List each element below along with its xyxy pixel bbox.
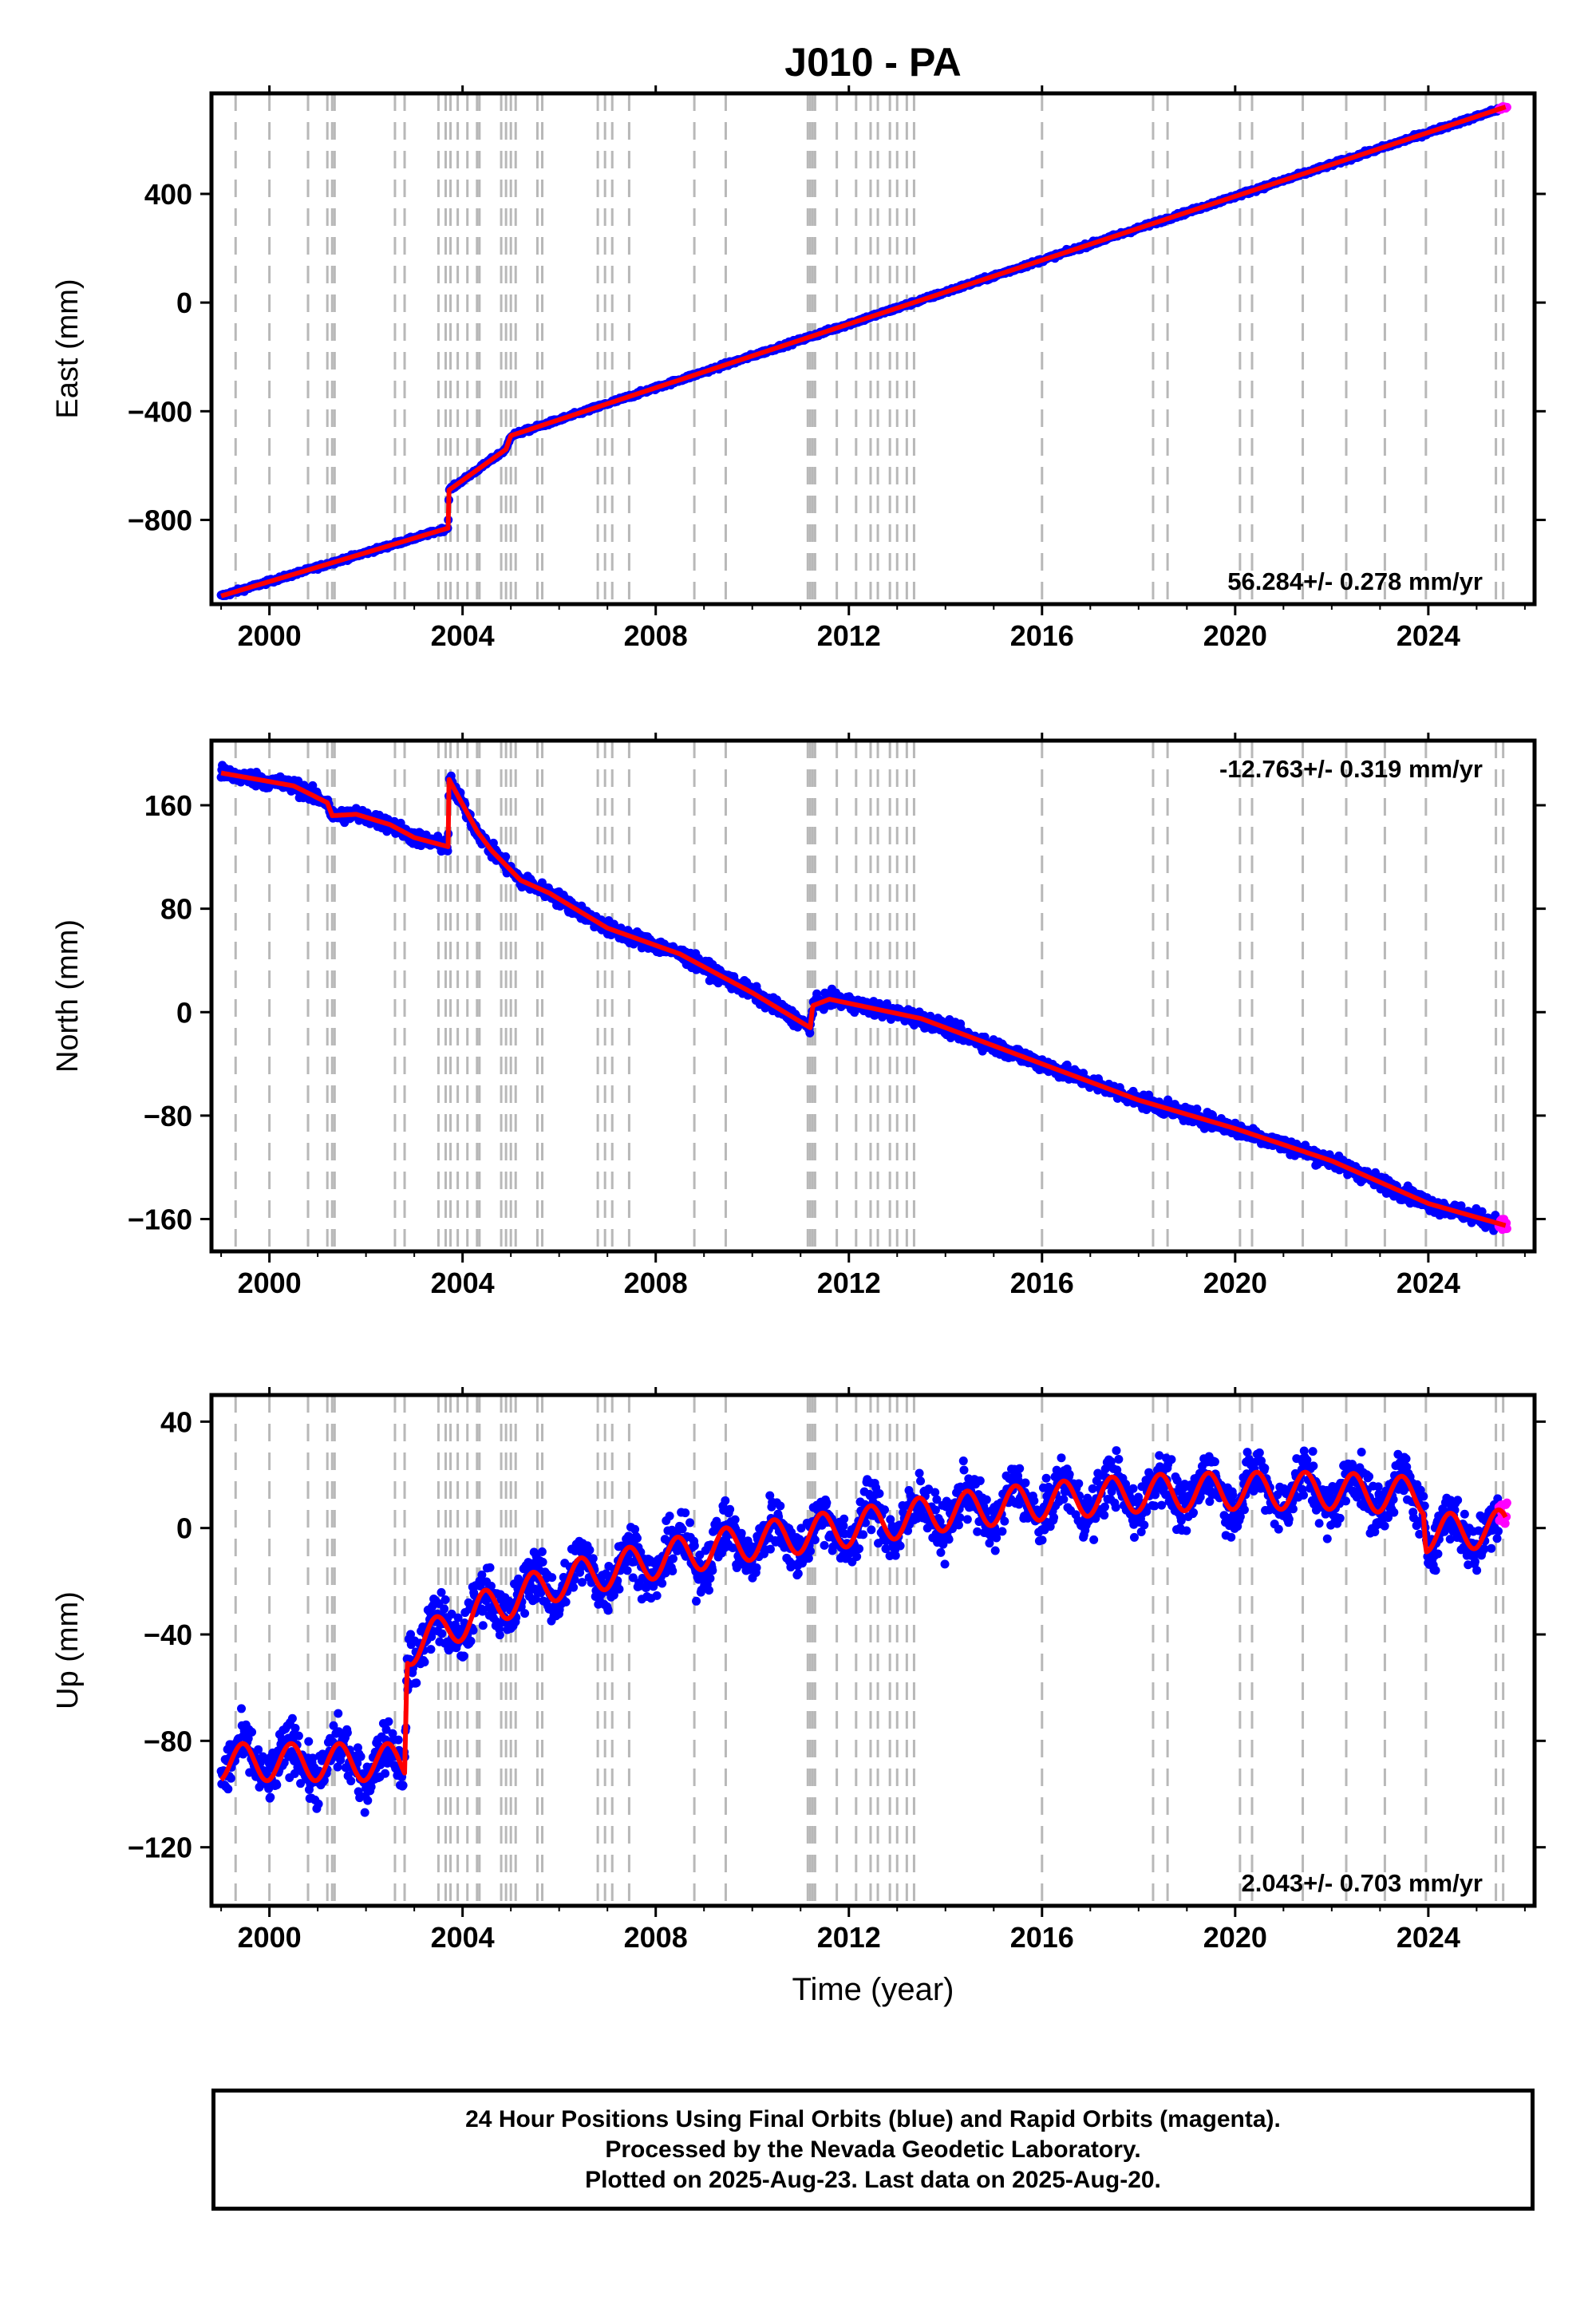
final-orbit-point: [342, 1728, 352, 1737]
up-data-points: [216, 1446, 1511, 1817]
x-tick-label: 2008: [624, 619, 688, 652]
x-tick-label: 2016: [1010, 619, 1074, 652]
x-tick-label: 2004: [431, 619, 495, 652]
y-tick-label: −80: [144, 1100, 192, 1132]
east-model-line: [219, 105, 1507, 599]
final-orbit-point: [247, 1727, 257, 1737]
x-tick-label: 2000: [238, 619, 302, 652]
final-orbit-point: [334, 1709, 343, 1718]
x-tick-label: 2012: [817, 1267, 881, 1299]
final-orbit-point: [226, 1773, 235, 1783]
x-tick-label: 2004: [431, 1267, 495, 1299]
final-orbit-point: [346, 1777, 356, 1786]
x-tick-label: 2000: [238, 1267, 302, 1299]
x-tick-label: 2020: [1203, 1267, 1267, 1299]
north-ylabel: North (mm): [51, 919, 85, 1073]
north-data-points: [216, 761, 1511, 1235]
y-tick-label: 0: [176, 996, 192, 1029]
x-tick-label: 2016: [1010, 1267, 1074, 1299]
x-tick-label: 2012: [817, 619, 881, 652]
y-tick-label: 0: [176, 287, 192, 319]
y-tick-label: 80: [160, 893, 192, 926]
final-orbit-point: [287, 1713, 297, 1723]
y-tick-label: −160: [128, 1203, 192, 1235]
final-orbit-point: [294, 1731, 303, 1741]
final-orbit-point: [363, 1796, 373, 1805]
x-tick-label: 2024: [1396, 619, 1460, 652]
x-tick-label: 2020: [1203, 619, 1267, 652]
east-data-points: [216, 101, 1511, 601]
chart-title: J010 - PA: [784, 40, 961, 85]
east-frame: [209, 91, 1537, 607]
north-panel: 2000 2004 2008 2012 2016 2020 2024 160 80 0 −80 −16…: [51, 733, 1546, 1299]
east-panel: 2000 2004 2008 2012 2016 2020 2024 400 0 −400 −800…: [51, 40, 1546, 652]
y-tick-label: −800: [128, 504, 192, 536]
east-ylabel: East (mm): [51, 279, 85, 418]
y-tick-label: 160: [144, 789, 192, 822]
north-rate-label: -12.763+/- 0.319 mm/yr: [1219, 755, 1483, 783]
x-tick-label: 2008: [624, 1267, 688, 1299]
final-orbit-point: [304, 1737, 314, 1746]
y-tick-label: −400: [128, 395, 192, 428]
final-orbit-point: [266, 1792, 275, 1802]
final-orbit-point: [237, 1704, 247, 1713]
final-orbit-point: [290, 1723, 300, 1733]
final-orbit-point: [356, 1752, 365, 1761]
final-orbit-point: [314, 1799, 323, 1808]
x-tick-label: 2024: [1396, 1267, 1460, 1299]
up-panel: 2000 2004 2008 2012 2016 2020 2024400−40−80−12…: [51, 1387, 1546, 2007]
east-rate-label: 56.284+/- 0.278 mm/yr: [1227, 567, 1483, 595]
north-frame: [209, 738, 1537, 1254]
final-orbit-point: [360, 1808, 369, 1817]
y-tick-label: 400: [144, 178, 192, 211]
final-orbit-point: [223, 1784, 233, 1794]
final-orbit-point: [272, 1780, 282, 1790]
